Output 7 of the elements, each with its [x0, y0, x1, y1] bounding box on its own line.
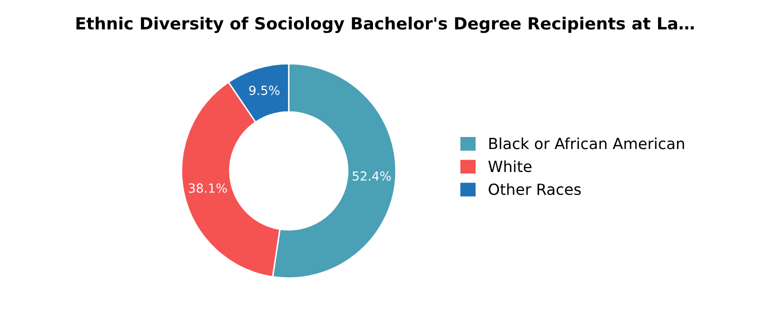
data-label: 9.5%	[249, 86, 280, 96]
data-label: 52.4%	[352, 171, 391, 181]
data-label: 38.1%	[188, 183, 227, 193]
legend-label: Black or African American	[489, 137, 684, 150]
legend-label: Other Races	[488, 183, 581, 196]
chart-title: Ethnic Diversity of Sociology Bachelor's Degree Recipients at La…	[76, 16, 694, 34]
legend-label: White	[488, 160, 532, 172]
